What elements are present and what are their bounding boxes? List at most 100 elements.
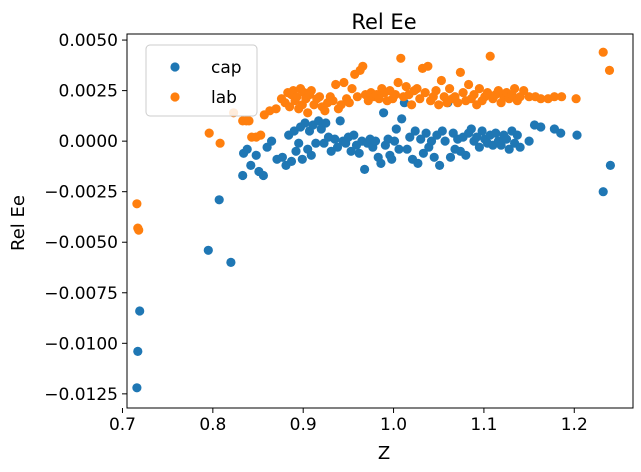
legend-label-cap: cap xyxy=(211,58,242,78)
data-point-cap xyxy=(132,383,142,393)
data-point-lab xyxy=(455,67,465,77)
data-point-cap xyxy=(437,126,447,136)
legend-marker-cap xyxy=(170,62,180,72)
x-tick-label: 0.7 xyxy=(109,415,136,435)
y-tick-label: −0.0100 xyxy=(44,334,118,354)
data-point-lab xyxy=(485,51,495,61)
data-point-cap xyxy=(410,126,420,136)
y-tick-label: −0.0025 xyxy=(44,183,118,203)
data-point-lab xyxy=(509,84,520,94)
data-point-cap xyxy=(133,346,143,356)
data-point-cap xyxy=(394,144,404,154)
data-point-cap xyxy=(461,150,471,160)
data-point-cap xyxy=(203,245,213,255)
data-point-lab xyxy=(445,84,455,94)
data-point-cap xyxy=(332,142,343,152)
data-point-cap xyxy=(360,164,370,174)
data-point-cap xyxy=(421,128,431,138)
data-point-cap xyxy=(440,136,450,146)
data-point-lab xyxy=(524,92,534,102)
data-point-cap xyxy=(536,122,546,132)
chart-title: Rel Ee xyxy=(351,10,416,34)
data-point-lab xyxy=(464,79,474,90)
legend: cap lab xyxy=(145,44,258,117)
data-point-lab xyxy=(423,61,433,71)
data-point-lab xyxy=(390,90,400,100)
x-tick-label: 1.1 xyxy=(470,415,497,435)
data-point-cap xyxy=(598,187,608,197)
points-layer xyxy=(132,47,616,393)
data-point-lab xyxy=(331,79,341,90)
y-tick-label: −0.0050 xyxy=(44,233,118,253)
data-point-cap xyxy=(226,257,236,267)
data-point-lab xyxy=(374,94,384,104)
data-point-lab xyxy=(434,100,444,110)
x-tick-label: 1.0 xyxy=(380,415,407,435)
y-tick-label: 0.0000 xyxy=(59,132,118,152)
data-point-cap xyxy=(321,118,331,128)
data-point-cap xyxy=(445,152,456,162)
data-point-cap xyxy=(416,134,426,144)
data-point-lab xyxy=(458,88,468,98)
data-point-cap xyxy=(135,306,145,316)
data-point-cap xyxy=(330,134,340,144)
data-point-cap xyxy=(515,142,525,152)
data-point-lab xyxy=(401,82,411,92)
data-point-cap xyxy=(277,152,287,162)
data-point-lab xyxy=(292,92,302,102)
data-point-lab xyxy=(271,104,281,114)
data-point-lab xyxy=(453,98,463,108)
y-tick-label: 0.0025 xyxy=(59,82,118,102)
data-point-cap xyxy=(572,130,582,140)
data-point-cap xyxy=(477,126,487,136)
data-point-cap xyxy=(306,150,316,160)
data-point-cap xyxy=(311,138,321,148)
data-point-cap xyxy=(370,136,381,146)
data-point-lab xyxy=(436,75,446,86)
data-point-cap xyxy=(376,158,386,168)
data-point-lab xyxy=(536,94,546,104)
data-point-lab xyxy=(306,86,316,96)
data-point-cap xyxy=(418,148,428,158)
data-point-lab xyxy=(412,84,422,94)
x-axis-label: Z xyxy=(378,443,390,464)
data-point-cap xyxy=(402,144,412,154)
data-point-cap xyxy=(251,150,261,160)
plot-frame xyxy=(126,33,634,409)
data-point-lab xyxy=(493,86,503,96)
data-point-cap xyxy=(474,142,484,152)
data-point-cap xyxy=(354,148,364,158)
data-point-cap xyxy=(426,136,437,146)
data-point-lab xyxy=(549,92,560,102)
x-tick-label: 0.8 xyxy=(199,415,226,435)
data-point-cap xyxy=(512,130,522,140)
data-point-lab xyxy=(244,116,254,126)
legend-box xyxy=(145,44,258,117)
data-point-cap xyxy=(405,132,415,142)
data-point-cap xyxy=(314,116,324,126)
data-point-cap xyxy=(524,136,534,146)
data-point-cap xyxy=(346,146,356,156)
data-point-lab xyxy=(407,100,417,110)
data-point-cap xyxy=(286,156,297,166)
data-point-lab xyxy=(598,47,608,57)
data-point-cap xyxy=(389,136,400,146)
data-point-lab xyxy=(328,96,338,106)
data-point-lab xyxy=(415,94,425,104)
data-point-cap xyxy=(294,138,304,148)
data-point-lab xyxy=(519,86,529,96)
data-point-lab xyxy=(256,130,266,140)
data-point-lab xyxy=(420,88,430,98)
data-point-lab xyxy=(604,65,615,75)
data-point-cap xyxy=(335,116,345,126)
data-point-cap xyxy=(291,146,301,156)
x-tick-label: 1.2 xyxy=(561,415,588,435)
series-cap xyxy=(132,98,616,393)
data-point-lab xyxy=(469,90,479,100)
data-point-cap xyxy=(387,154,397,164)
data-point-cap xyxy=(491,128,501,138)
y-tick-label: 0.0050 xyxy=(59,31,118,51)
data-point-cap xyxy=(472,132,482,142)
